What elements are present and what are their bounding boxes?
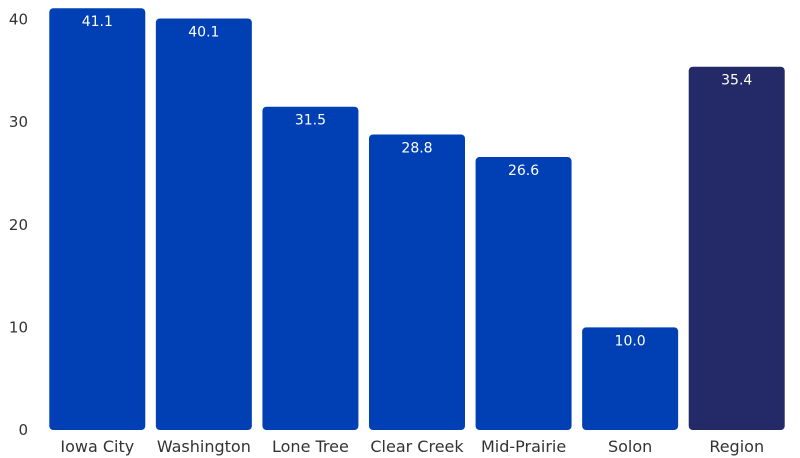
category-label-mid-prairie: Mid-Prairie	[481, 437, 566, 456]
category-label-washington: Washington	[157, 437, 251, 456]
data-label-iowa-city: 41.1	[82, 14, 113, 30]
value-labels: 41.1 40.1 31.5 28.8 26.6 10.0 35.4	[82, 14, 753, 349]
y-tick-label: 40	[9, 11, 28, 29]
data-label-clear-creek: 28.8	[401, 140, 432, 156]
category-label-region: Region	[709, 437, 764, 456]
category-label-iowa-city: Iowa City	[60, 437, 134, 456]
data-label-mid-prairie: 26.6	[508, 163, 539, 179]
bar-mid-prairie	[475, 157, 572, 430]
y-tick-label: 30	[9, 113, 28, 131]
category-label-clear-creek: Clear Creek	[370, 437, 464, 456]
data-label-solon: 10.0	[615, 333, 646, 349]
category-label-solon: Solon	[608, 437, 652, 456]
bar-lone-tree	[262, 106, 359, 430]
bars	[49, 8, 785, 431]
y-tick-label: 10	[9, 318, 28, 336]
data-label-region: 35.4	[721, 73, 752, 89]
x-axis: Iowa City Washington Lone Tree Clear Creek M…	[60, 437, 764, 456]
data-label-washington: 40.1	[188, 24, 219, 40]
bar-washington	[155, 18, 252, 430]
y-axis: 0 10 20 30 40	[9, 11, 28, 440]
y-tick-label: 20	[9, 216, 28, 234]
bar-region	[688, 66, 785, 431]
bar-iowa-city	[49, 8, 146, 431]
bar-solon	[582, 327, 679, 430]
category-label-lone-tree: Lone Tree	[272, 437, 349, 456]
data-label-lone-tree: 31.5	[295, 113, 326, 129]
y-tick-label: 0	[18, 421, 28, 439]
bar-clear-creek	[369, 134, 465, 430]
